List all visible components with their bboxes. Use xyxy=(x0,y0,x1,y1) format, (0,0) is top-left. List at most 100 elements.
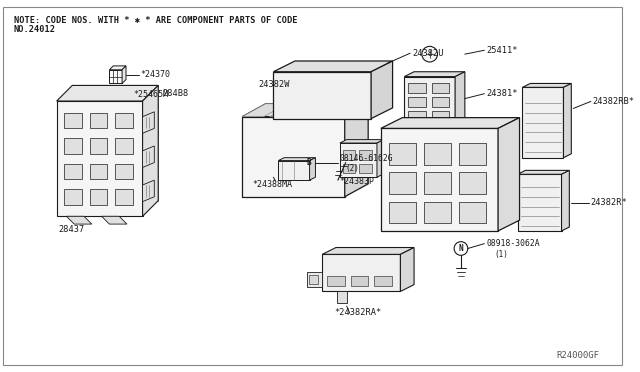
Bar xyxy=(459,172,486,194)
Text: *24388MA: *24388MA xyxy=(252,180,292,189)
Polygon shape xyxy=(102,216,127,224)
Text: 25411*: 25411* xyxy=(486,46,518,55)
Bar xyxy=(327,276,345,286)
Bar xyxy=(408,83,426,93)
Text: 08918-3062A: 08918-3062A xyxy=(486,239,540,248)
Bar xyxy=(90,164,108,179)
Polygon shape xyxy=(67,216,92,224)
Bar xyxy=(115,189,133,205)
Polygon shape xyxy=(242,104,368,117)
Polygon shape xyxy=(404,77,455,125)
Text: 24382R*: 24382R* xyxy=(591,198,628,207)
Bar xyxy=(351,276,368,286)
Polygon shape xyxy=(310,158,316,180)
Bar xyxy=(115,164,133,179)
Polygon shape xyxy=(242,104,287,117)
Polygon shape xyxy=(498,118,520,231)
Polygon shape xyxy=(102,90,121,100)
Bar xyxy=(90,138,108,154)
Polygon shape xyxy=(401,247,414,292)
Text: 24382W: 24382W xyxy=(259,80,291,89)
Bar xyxy=(360,150,372,160)
Text: 24382RB*: 24382RB* xyxy=(593,97,635,106)
Polygon shape xyxy=(345,104,368,197)
Text: 284B8: 284B8 xyxy=(162,89,188,98)
Polygon shape xyxy=(57,86,158,101)
Text: R24000GF: R24000GF xyxy=(557,352,600,360)
Polygon shape xyxy=(381,118,520,128)
Polygon shape xyxy=(278,158,316,161)
Text: NOTE: CODE NOS. WITH * ✱ * ARE COMPONENT PARTS OF CODE: NOTE: CODE NOS. WITH * ✱ * ARE COMPONENT… xyxy=(13,16,297,25)
Polygon shape xyxy=(297,104,342,117)
Bar xyxy=(424,202,451,223)
Circle shape xyxy=(339,295,345,301)
Bar xyxy=(90,189,108,205)
Polygon shape xyxy=(273,61,392,72)
Bar xyxy=(459,143,486,164)
Polygon shape xyxy=(122,66,126,83)
Circle shape xyxy=(461,194,481,214)
Bar xyxy=(65,113,82,128)
Bar xyxy=(374,276,392,286)
Polygon shape xyxy=(404,72,465,77)
Bar xyxy=(65,164,82,179)
Bar xyxy=(360,164,372,173)
Polygon shape xyxy=(109,70,122,83)
Text: *24382RA*: *24382RA* xyxy=(334,308,381,317)
Bar xyxy=(388,172,416,194)
Text: 24381*: 24381* xyxy=(486,89,518,98)
Bar xyxy=(65,189,82,205)
Text: *24383P: *24383P xyxy=(340,177,375,186)
Polygon shape xyxy=(422,140,429,177)
Text: (2): (2) xyxy=(346,164,360,173)
Polygon shape xyxy=(455,72,465,125)
Bar xyxy=(431,97,449,107)
Polygon shape xyxy=(143,180,154,202)
Text: B: B xyxy=(307,158,311,167)
Polygon shape xyxy=(381,128,498,231)
Polygon shape xyxy=(143,86,158,216)
Bar xyxy=(65,138,82,154)
Polygon shape xyxy=(72,86,158,201)
Polygon shape xyxy=(143,146,154,167)
Bar xyxy=(388,150,401,160)
Polygon shape xyxy=(561,170,570,231)
Polygon shape xyxy=(522,87,563,158)
Bar xyxy=(388,202,416,223)
Bar xyxy=(404,164,417,173)
Polygon shape xyxy=(269,104,314,117)
Text: 24382U: 24382U xyxy=(412,49,444,58)
Bar xyxy=(343,164,355,173)
Polygon shape xyxy=(522,83,572,87)
Bar xyxy=(343,150,355,160)
Circle shape xyxy=(302,156,316,169)
Polygon shape xyxy=(242,117,345,197)
Polygon shape xyxy=(273,72,371,119)
Circle shape xyxy=(454,242,468,255)
Bar xyxy=(115,138,133,154)
Polygon shape xyxy=(385,143,422,177)
Bar xyxy=(424,172,451,194)
Text: *24370: *24370 xyxy=(141,70,171,79)
Bar xyxy=(388,164,401,173)
Polygon shape xyxy=(323,254,401,292)
Polygon shape xyxy=(385,140,429,143)
Circle shape xyxy=(453,186,488,221)
Polygon shape xyxy=(563,83,572,158)
Bar xyxy=(408,97,426,107)
Polygon shape xyxy=(340,143,377,177)
Bar xyxy=(388,143,416,164)
Polygon shape xyxy=(307,272,323,286)
Polygon shape xyxy=(518,170,570,174)
Polygon shape xyxy=(109,66,126,70)
Polygon shape xyxy=(117,92,123,96)
Bar xyxy=(308,275,318,284)
Bar xyxy=(90,113,108,128)
Bar xyxy=(424,143,451,164)
Polygon shape xyxy=(340,140,384,143)
Text: 08146-6162G: 08146-6162G xyxy=(340,154,394,163)
Polygon shape xyxy=(57,101,143,216)
Bar xyxy=(408,111,426,121)
Text: *25465M: *25465M xyxy=(134,90,169,99)
Bar xyxy=(115,113,133,128)
